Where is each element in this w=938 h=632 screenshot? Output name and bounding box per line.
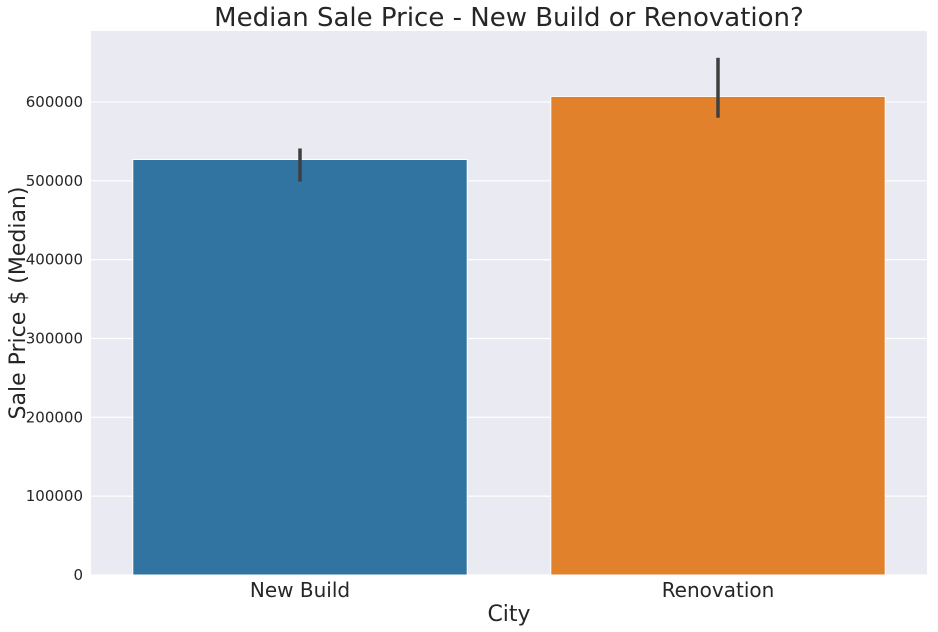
error-bars	[298, 57, 720, 182]
x-tick-label: New Build	[250, 578, 350, 602]
y-tick-label: 0	[73, 566, 83, 584]
bars	[132, 95, 886, 576]
x-axis-ticks: New Build Renovation	[250, 578, 774, 602]
y-tick-label: 200000	[26, 408, 83, 426]
y-tick-label: 400000	[26, 251, 83, 269]
y-axis-ticks: 0 100000 200000 300000 400000 500000 600000	[26, 93, 83, 584]
y-tick-label: 600000	[26, 93, 83, 111]
y-tick-label: 500000	[26, 172, 83, 190]
x-tick-label: Renovation	[662, 578, 775, 602]
y-tick-label: 300000	[26, 329, 83, 347]
y-axis-title: Sale Price $ (Median)	[6, 187, 31, 420]
bar-renovation	[550, 95, 886, 576]
x-axis-title: City	[487, 602, 530, 627]
bar-new-build	[132, 159, 468, 576]
y-tick-label: 100000	[26, 487, 83, 505]
chart-title: Median Sale Price - New Build or Renovat…	[214, 3, 804, 33]
